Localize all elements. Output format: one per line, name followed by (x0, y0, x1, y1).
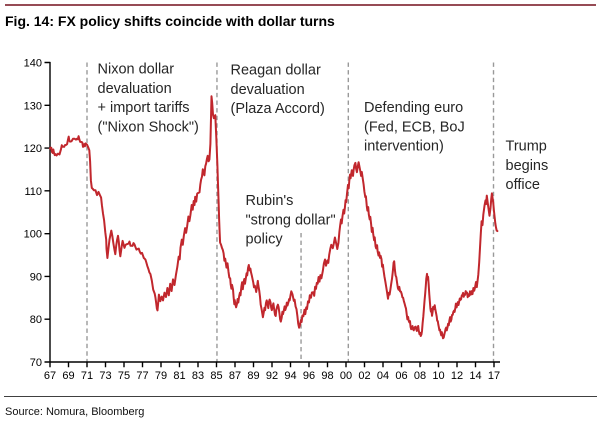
top-brand-rule (5, 4, 596, 6)
y-tick-label: 120 (24, 143, 42, 155)
x-tick-label: 00 (340, 370, 352, 382)
x-tick-label: 96 (303, 370, 315, 382)
event-annotation: Nixon dollar devaluation + import tariffs(… (98, 62, 199, 136)
event-annotation: Rubin's "strong dollar" policy (246, 193, 336, 248)
x-tick-label: 17 (488, 370, 500, 382)
x-tick-label: 89 (247, 370, 259, 382)
event-annotation: Trump begins office (506, 139, 549, 194)
x-tick-label: 87 (229, 370, 241, 382)
axes (44, 61, 500, 368)
x-axis-tick-labels: 67 69 71 73 75 77 79 81 83 85 87 89 92 94 96 98 00 02 04 06… (44, 370, 500, 382)
x-tick-label: 67 (44, 370, 56, 382)
x-tick-label: 06 (395, 370, 407, 382)
event-annotation: Reagan dollar devaluation (Plaza Accord) (231, 63, 325, 118)
x-tick-label: 10 (432, 370, 444, 382)
x-tick-label: 14 (469, 370, 481, 382)
event-annotations: Nixon dollar devaluation + import tariffs(… (98, 62, 549, 248)
x-tick-label: 85 (210, 370, 222, 382)
x-tick-label: 98 (321, 370, 333, 382)
footer-rule (4, 396, 597, 397)
x-tick-label: 12 (451, 370, 463, 382)
y-tick-label: 110 (24, 186, 42, 198)
x-tick-label: 75 (118, 370, 130, 382)
x-tick-label: 08 (414, 370, 426, 382)
x-tick-label: 81 (173, 370, 185, 382)
y-tick-label: 70 (30, 357, 42, 369)
chart-title: Fig. 14: FX policy shifts coincide with … (5, 13, 335, 29)
source-note: Source: Nomura, Bloomberg (5, 406, 145, 418)
x-tick-label: 69 (62, 370, 74, 382)
y-tick-label: 140 (24, 58, 42, 70)
y-tick-label: 90 (30, 271, 42, 283)
x-tick-label: 73 (99, 370, 111, 382)
y-tick-label: 80 (30, 314, 42, 326)
y-axis-tick-labels: 70 80 90 100 110 120 130 140 (24, 58, 42, 370)
x-tick-label: 71 (81, 370, 93, 382)
x-tick-label: 04 (377, 370, 389, 382)
x-tick-label: 79 (155, 370, 167, 382)
x-tick-label: 77 (136, 370, 148, 382)
x-tick-label: 02 (358, 370, 370, 382)
dollar-index-series-line (49, 95, 499, 340)
x-tick-label: 92 (266, 370, 278, 382)
x-tick-label: 83 (192, 370, 204, 382)
event-dashed-lines (86, 62, 495, 362)
x-tick-label: 94 (284, 370, 296, 382)
y-tick-label: 100 (24, 229, 42, 241)
y-tick-label: 130 (24, 100, 42, 112)
event-annotation: Defending euro (Fed, ECB, BoJ intervention… (364, 100, 465, 155)
